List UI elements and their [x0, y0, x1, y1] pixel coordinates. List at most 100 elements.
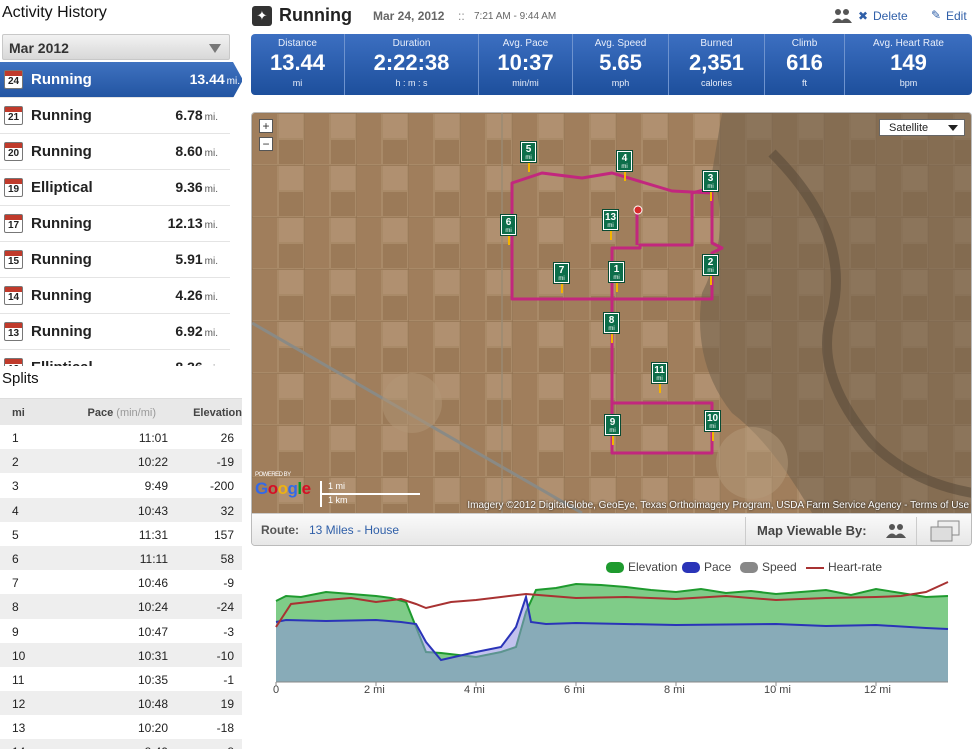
split-elevation: 157: [213, 527, 234, 542]
activity-item[interactable]: 17 Running 12.13 mi.: [0, 206, 230, 242]
split-elevation: -19: [216, 455, 234, 470]
zoom-in-button[interactable]: +: [259, 119, 273, 133]
header-separator: ::: [458, 9, 465, 23]
mile-marker[interactable]: 11 mi: [651, 362, 668, 393]
mile-marker[interactable]: 7 mi: [553, 262, 570, 293]
map-type-value: Satellite: [889, 122, 929, 134]
split-pace: 10:43: [137, 503, 168, 518]
people-icon[interactable]: [886, 523, 906, 539]
edit-button[interactable]: Edit: [946, 9, 967, 23]
x-tick-label: 10 mi: [764, 684, 791, 696]
activity-name: Running: [31, 215, 92, 232]
split-row: 13 10:20 -18: [0, 715, 242, 739]
chart-plot[interactable]: [262, 578, 962, 706]
mile-marker[interactable]: 8 mi: [603, 312, 620, 343]
mile-marker[interactable]: 9 mi: [604, 414, 621, 445]
split-elevation: -9: [223, 576, 234, 591]
delete-button[interactable]: Delete: [873, 9, 908, 23]
split-pace: 10:48: [137, 697, 168, 712]
chevron-down-icon: [948, 125, 958, 131]
imagery-credit: Imagery ©2012 DigitalGlobe, GeoEye, Texa…: [467, 500, 969, 511]
map[interactable]: + − Satellite 1 mi 2 mi 3 mi 4 mi 5 mi 6 mi 7 mi 8 mi 9 m…: [252, 113, 971, 513]
split-row: 14 8:49 -8: [0, 739, 242, 749]
pace-line: [275, 593, 949, 662]
split-elevation: -3: [223, 624, 234, 639]
expand-map-icon[interactable]: [929, 520, 961, 542]
calendar-icon: 19: [4, 178, 23, 197]
mile-marker[interactable]: 10 mi: [704, 410, 721, 441]
split-elevation: 19: [220, 697, 234, 712]
route-link[interactable]: 13 Miles - House: [309, 523, 400, 537]
activity-distance: 13.44 mi.: [189, 71, 240, 87]
split-row: 8 10:24 -24: [0, 594, 242, 619]
powered-by: POWERED BY: [255, 472, 291, 478]
activity-time: 7:21 AM - 9:44 AM: [474, 11, 557, 22]
split-pace: 10:35: [137, 672, 168, 687]
split-pace: 8:49: [145, 745, 168, 749]
satellite-imagery: [252, 113, 971, 513]
x-icon[interactable]: ✖: [858, 9, 869, 23]
split-pace: 9:49: [144, 479, 168, 494]
map-scale: 1 mi 1 km: [320, 481, 424, 509]
stat-burned: Burned 2,351 calories: [669, 34, 765, 95]
split-mile: 4: [12, 503, 19, 518]
activity-name: Running: [31, 323, 92, 340]
elevation-line: [275, 582, 949, 659]
running-icon: ✦: [252, 6, 272, 26]
mile-marker[interactable]: 4 mi: [616, 150, 633, 181]
split-elevation: -8: [223, 745, 234, 749]
split-mile: 12: [12, 697, 26, 712]
activity-name: Running: [31, 71, 92, 88]
activity-item[interactable]: 24 Running 13.44 mi.: [0, 62, 243, 98]
split-mile: 5: [12, 527, 19, 542]
split-pace: 11:31: [138, 527, 168, 542]
google-logo-letter: l: [297, 479, 302, 498]
split-elevation: 58: [220, 551, 234, 566]
google-logo[interactable]: POWERED BY Google: [255, 472, 311, 499]
mile-marker[interactable]: 3 mi: [702, 170, 719, 201]
activity-title: Running: [279, 5, 352, 25]
activity-item[interactable]: 21 Running 6.78 mi.: [0, 98, 230, 134]
activity-distance: 9.36 mi.: [175, 179, 218, 195]
google-logo-letter: e: [301, 479, 311, 498]
scale-km: 1 km: [320, 495, 348, 507]
activity-item[interactable]: 14 Running 4.26 mi.: [0, 278, 230, 314]
month-select[interactable]: Mar 2012: [2, 34, 230, 60]
stat-climb: Climb 616 ft: [765, 34, 845, 95]
mile-marker[interactable]: 2 mi: [702, 254, 719, 285]
activity-item[interactable]: 19 Elliptical 9.36 mi.: [0, 170, 230, 206]
mile-marker[interactable]: 5 mi: [520, 141, 537, 172]
map-panel: + − Satellite 1 mi 2 mi 3 mi 4 mi 5 mi 6 mi 7 mi 8 mi 9 m…: [251, 112, 972, 546]
split-mile: 14: [12, 745, 25, 749]
activity-history-title: Activity History: [2, 4, 107, 21]
mile-marker[interactable]: 6 mi: [500, 214, 517, 245]
month-select-value: Mar 2012: [9, 40, 69, 56]
map-type-select[interactable]: Satellite: [879, 119, 965, 136]
zoom-out-button[interactable]: −: [259, 137, 273, 151]
mile-marker[interactable]: 13 mi: [602, 209, 619, 240]
start-pin: [633, 205, 643, 215]
calendar-icon: 13: [4, 322, 23, 341]
pencil-icon[interactable]: ✎: [931, 8, 942, 22]
splits-header-mi: mi: [12, 407, 25, 419]
scale-mi: 1 mi: [320, 481, 345, 493]
splits-header: mi Pace (min/mi) Elevation: [0, 399, 242, 425]
split-mile: 7: [12, 576, 19, 591]
x-tick-label: 4 mi: [464, 684, 485, 696]
activity-date: Mar 24, 2012: [373, 9, 445, 23]
activity-item[interactable]: 20 Running 8.60 mi.: [0, 134, 230, 170]
split-elevation: -18: [216, 721, 234, 736]
heart-rate-line: [275, 581, 949, 628]
mile-marker[interactable]: 1 mi: [608, 261, 625, 292]
split-row: 6 11:11 58: [0, 545, 242, 571]
activity-item[interactable]: 13 Running 6.92 mi.: [0, 314, 230, 350]
chevron-down-icon: [209, 44, 221, 53]
people-icon[interactable]: [832, 8, 852, 24]
stat-avg-speed: Avg. Speed 5.65 mph: [573, 34, 669, 95]
activity-item[interactable]: 15 Running 5.91 mi.: [0, 242, 230, 278]
split-mile: 3: [12, 479, 19, 494]
